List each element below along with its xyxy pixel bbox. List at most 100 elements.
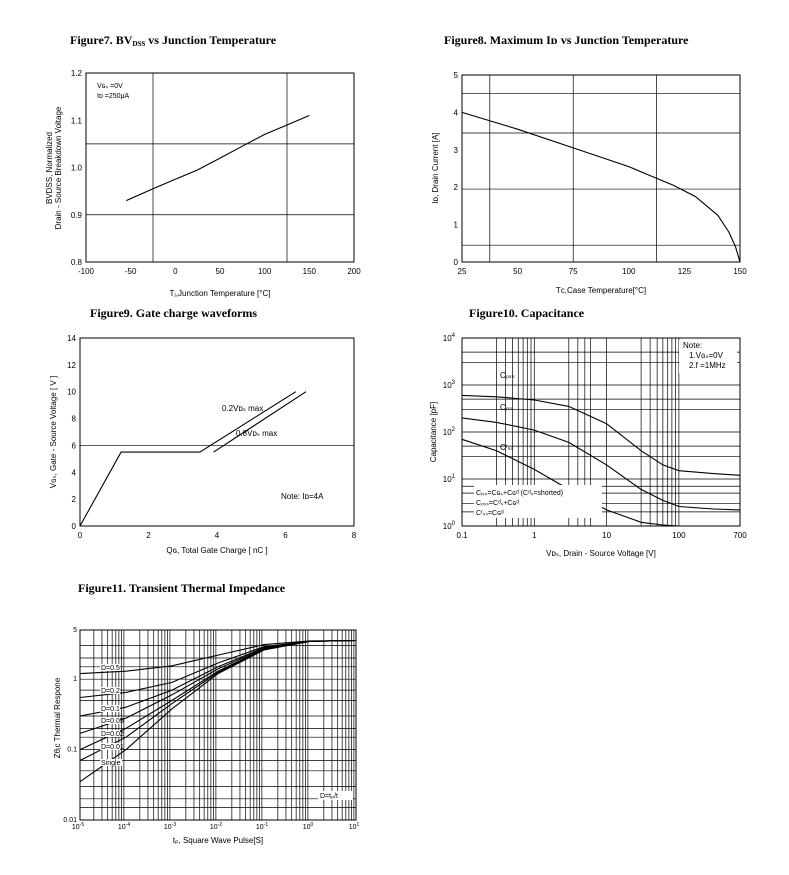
figure10-ytick-label: 104 <box>443 333 456 343</box>
figure11-xtick-label: 100 <box>303 822 314 831</box>
figure11-title: Figure11. Transient Thermal Impedance <box>78 581 286 595</box>
figure11-label-duty: D=0.02 <box>101 731 124 738</box>
figure9-ytick-label: 10 <box>67 388 76 397</box>
figure8-frame <box>461 74 741 263</box>
figure11-label-bg <box>100 743 120 750</box>
figure10-ytick-label: 100 <box>443 521 456 531</box>
figure7-ylabel-line1: BVDSS, Normalized <box>45 132 54 204</box>
figure7-annotation-id: Iᴅ =250μA <box>97 93 130 100</box>
figure11-xtick-label: 10-4 <box>118 822 130 831</box>
figure10-title: Figure10. Capacitance <box>469 306 585 320</box>
figure10-legend-coss: Cₒₛₛ=Cᵈₛ+Cɢᵈ <box>476 500 519 507</box>
figure10-label-coss: Cₒₛₛ <box>500 371 515 380</box>
figure7-xtick-label: -100 <box>78 267 95 276</box>
figure11-duty-label: D=tₚ/t <box>320 793 338 800</box>
figure8-xtick-label: 25 <box>458 267 467 276</box>
figure9-ytick-label: 6 <box>72 441 77 450</box>
figure9-xtick-label: 6 <box>283 531 288 540</box>
figure9-xtick-label: 4 <box>215 531 220 540</box>
figure10-series-ciss <box>461 417 741 511</box>
figure11-label-duty: D=0.2 <box>101 688 120 695</box>
figure11-xtick-label: 101 <box>349 822 360 831</box>
figure8-xtick-label: 75 <box>569 267 578 276</box>
figure10-legend-crss: Cʳₛₛ=Cɢᵈ <box>476 510 504 517</box>
figure11-chart: Figure11. Transient Thermal Impedance 10-… <box>53 581 360 845</box>
figure9-ytick-label: 0 <box>72 522 77 531</box>
figure7-ytick-label: 1.1 <box>71 116 83 125</box>
figure8-xtick-label: 50 <box>513 267 522 276</box>
figure9-xlabel: Qɢ, Total Gate Charge [ nC ] <box>166 546 267 555</box>
figure9-series-02vds <box>79 391 297 527</box>
figure8-xtick-label: 100 <box>622 267 636 276</box>
figure11-ytick-label: 0.1 <box>67 747 77 754</box>
figure11-label-bg <box>100 664 120 671</box>
figure7-annotation-vgs: Vɢₛ =0V <box>97 83 123 90</box>
figure9-ytick-label: 4 <box>72 468 77 477</box>
figure10-xtick-label: 10 <box>602 531 611 540</box>
figure10-xtick-label: 700 <box>733 531 747 540</box>
figure10-xtick-label: 100 <box>672 531 686 540</box>
figure8-ytick-label: 1 <box>454 221 459 230</box>
figure10-legend-ciss: Cᵢₛₛ=Cɢₛ+Cɢᵈ (Cᵈₛ=shorted) <box>476 490 563 497</box>
figure10-note-title: Note: <box>683 341 702 350</box>
figure7-ytick-label: 1.0 <box>71 164 83 173</box>
figure8-ytick-label: 3 <box>454 146 459 155</box>
figure11-label-bg <box>100 730 120 737</box>
figure10-note-box <box>679 340 737 373</box>
figure8-ytick-label: 4 <box>454 108 459 117</box>
figure7-xlabel: Tⱼ,Junction Temperature [°C] <box>170 289 271 298</box>
figure10-chart: Figure10. Capacitance 0.1 1 10 100 700 100 101 1… <box>429 306 747 558</box>
figure11-label-duty: Single <box>101 760 121 767</box>
figure10-xlabel: Vᴅₛ, Drain - Source Voltage [V] <box>546 549 656 558</box>
figure11-xtick-label: 10-3 <box>164 822 176 831</box>
figure7-frame <box>85 72 355 263</box>
figure9-ytick-label: 2 <box>72 495 77 504</box>
figure7-series-bvdss <box>125 114 310 202</box>
figure11-label-duty: D=0.05 <box>101 718 124 725</box>
figure11-series-single <box>79 639 357 783</box>
figure7-xtick-label: 50 <box>216 267 225 276</box>
figure11-xlabel: tₚ, Square Wave Pulse[S] <box>173 836 263 845</box>
figure11-label-duty: D=0.01 <box>101 744 124 751</box>
figure10-xtick-label: 1 <box>532 531 537 540</box>
figure11-ytick-label: 1 <box>73 676 77 683</box>
figure11-xtick-label: 10-5 <box>72 822 84 831</box>
figure10-ytick-label: 102 <box>443 427 456 437</box>
figure10-series-coss <box>461 394 741 476</box>
figure8-ytick-label: 5 <box>454 71 459 80</box>
figure11-frame <box>79 629 357 821</box>
figure8-title: Figure8. Maximum Iᴅ vs Junction Temperat… <box>444 33 689 47</box>
figure9-ylabel: Vɢₛ, Gate - Source Voltage [ V ] <box>49 376 58 488</box>
figure8-ytick-label: 0 <box>454 258 459 267</box>
figure10-legend-box <box>474 485 602 518</box>
figure7-title: Figure7. BVDSS vs Junction Temperature <box>70 33 277 48</box>
figure10-xtick-label: 0.1 <box>456 531 468 540</box>
figure8-ytick-label: 2 <box>454 183 459 192</box>
figure7-ytick-label: 0.9 <box>71 211 83 220</box>
figure9-xtick-label: 8 <box>352 531 357 540</box>
figure11-ylabel: Zθⱼᴄ Thermal Respone <box>53 677 62 758</box>
figure9-xtick-label: 2 <box>146 531 151 540</box>
figure10-note-vgs: 1.Vɢₛ=0V <box>689 351 724 360</box>
figure9-annotation-02vds: 0.2Vᴅₛ max <box>222 404 263 413</box>
figure11-ytick-label: 5 <box>73 627 77 634</box>
figure8-series-id <box>461 111 741 263</box>
figure11-label-bg <box>100 705 120 712</box>
figure7-ytick-label: 1.2 <box>71 69 83 78</box>
figure10-ylabel: Capacitance [pF] <box>429 402 438 462</box>
figure9-ytick-label: 14 <box>67 334 76 343</box>
figure11-ytick-label: 0.01 <box>63 817 77 824</box>
figure10-label-crss: Cʳₛₛ <box>500 443 514 452</box>
figure10-ytick-label: 103 <box>443 380 456 390</box>
figure11-label-bg <box>100 717 120 724</box>
figure7-chart: Figure7. BVDSS vs Junction Temperature -1… <box>45 33 361 298</box>
figure8-xtick-label: 150 <box>733 267 747 276</box>
figure11-label-duty: D=0.1 <box>101 706 120 713</box>
figure7-xtick-label: 150 <box>303 267 317 276</box>
figure9-annotation-08vds: 0.8Vᴅₛ max <box>236 429 277 438</box>
figure9-frame <box>79 337 355 527</box>
figure11-label-bg <box>100 759 122 766</box>
figure11-label-duty: D=0.5 <box>101 665 120 672</box>
figure9-title: Figure9. Gate charge waveforms <box>90 306 257 320</box>
